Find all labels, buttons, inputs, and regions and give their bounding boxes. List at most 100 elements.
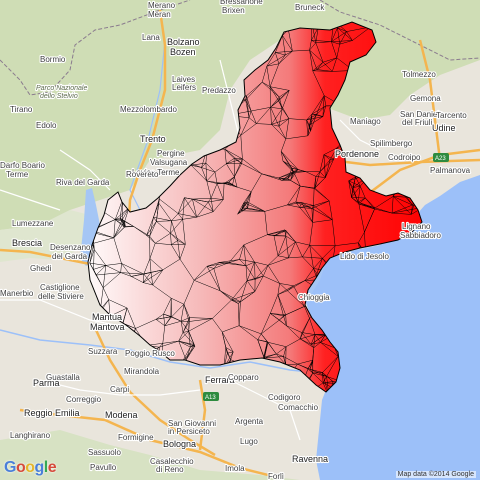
mesh-edge xyxy=(246,280,256,292)
mesh-edge xyxy=(297,359,313,365)
mesh-edge xyxy=(325,159,331,178)
adriatic-sea xyxy=(305,175,480,480)
mesh-edge xyxy=(337,27,353,41)
mesh-edge xyxy=(131,276,144,283)
mesh-edge xyxy=(120,272,132,277)
mesh-edge xyxy=(285,338,301,347)
mesh-edge xyxy=(149,258,163,271)
mesh-edge xyxy=(122,219,134,227)
mesh-edge xyxy=(288,256,303,259)
mesh-edge xyxy=(306,119,309,136)
mesh-edge xyxy=(287,280,306,291)
mesh-edge xyxy=(237,186,252,192)
mesh-edge xyxy=(237,202,245,215)
mesh-edge xyxy=(301,332,316,335)
mesh-edge xyxy=(302,256,323,259)
mesh-edge xyxy=(190,345,195,348)
mesh-edge xyxy=(309,368,323,373)
mesh-edge xyxy=(218,259,240,263)
mesh-edge xyxy=(313,342,321,348)
mesh-edge xyxy=(315,258,323,276)
mesh-edge xyxy=(278,108,283,127)
mesh-edge xyxy=(105,265,121,273)
place-label: Mirandola xyxy=(124,367,160,376)
place-label: Bolzano xyxy=(167,37,200,47)
mesh-edge xyxy=(155,319,165,327)
mesh-edge xyxy=(322,382,330,392)
mesh-edge xyxy=(210,197,224,200)
mesh-edge xyxy=(214,163,227,173)
mesh-edge xyxy=(228,244,244,263)
mesh-edge xyxy=(178,332,184,342)
mesh-edge xyxy=(248,117,257,124)
mesh-edge xyxy=(277,283,280,295)
mesh-edge xyxy=(224,149,242,164)
mesh-edge xyxy=(319,159,331,172)
mesh-edge xyxy=(323,57,337,63)
place-label: Desenzano xyxy=(50,243,91,252)
mesh-edge xyxy=(295,201,302,203)
mesh-edge xyxy=(270,107,272,125)
mesh-edge xyxy=(311,208,333,220)
mesh-edge xyxy=(217,182,229,184)
place-label: Edolo xyxy=(36,121,57,130)
mesh-edge xyxy=(331,40,353,42)
mesh-edge xyxy=(287,204,300,208)
mesh-edge xyxy=(224,148,243,160)
mesh-edge xyxy=(171,240,178,245)
mesh-edge xyxy=(243,234,268,246)
mesh-edge xyxy=(311,39,332,42)
mesh-edge xyxy=(309,361,314,370)
mesh-edge xyxy=(295,241,303,258)
mesh-edge xyxy=(254,275,264,292)
mesh-edge xyxy=(299,207,312,209)
mesh-edge xyxy=(306,119,310,126)
place-label: Levico Terme xyxy=(132,168,180,177)
mesh-edge xyxy=(280,151,284,162)
mesh-edge xyxy=(325,158,334,178)
mesh-edge xyxy=(182,219,186,245)
place-label: Castiglione xyxy=(40,283,80,292)
mesh-edge xyxy=(231,299,239,304)
map-attribution[interactable]: Map data ©2014 Google xyxy=(395,471,476,478)
mesh-edge xyxy=(254,265,269,280)
mesh-edge xyxy=(315,171,321,177)
mesh-edge xyxy=(164,320,182,327)
mesh-edge xyxy=(240,117,250,136)
mesh-edge xyxy=(246,95,250,118)
mesh-edge xyxy=(330,158,334,160)
mesh-edge xyxy=(313,177,326,189)
mesh-edge xyxy=(285,118,290,139)
mesh-edge xyxy=(188,318,213,332)
mesh-edge xyxy=(119,217,125,228)
mesh-edge xyxy=(121,263,144,275)
mesh-edge xyxy=(301,332,312,345)
mesh-edge xyxy=(212,299,232,319)
mesh-edge xyxy=(247,191,252,209)
mesh-edge xyxy=(393,196,413,206)
mesh-edge xyxy=(238,291,256,304)
mesh-edge xyxy=(309,40,312,51)
mesh-edge xyxy=(171,244,181,260)
mesh-edge xyxy=(226,158,235,164)
mesh-edge xyxy=(309,245,314,269)
place-label: Casalecchio xyxy=(150,457,194,466)
mesh-edge xyxy=(95,265,106,276)
mesh-edge xyxy=(171,219,183,222)
mesh-edge xyxy=(156,220,172,222)
mesh-edge xyxy=(299,202,303,208)
mesh-edge xyxy=(149,243,156,259)
mesh-edge xyxy=(275,52,286,56)
mesh-edge xyxy=(188,331,195,345)
mesh-edge xyxy=(257,339,265,359)
mesh-edge xyxy=(182,216,197,220)
mesh-edge xyxy=(270,86,290,91)
mesh-edge xyxy=(220,290,239,304)
google-logo-letter: e xyxy=(47,459,57,476)
mesh-edge xyxy=(313,176,317,189)
mesh-edge xyxy=(293,285,305,307)
mesh-edge xyxy=(120,272,144,275)
mesh-edge xyxy=(348,176,356,182)
